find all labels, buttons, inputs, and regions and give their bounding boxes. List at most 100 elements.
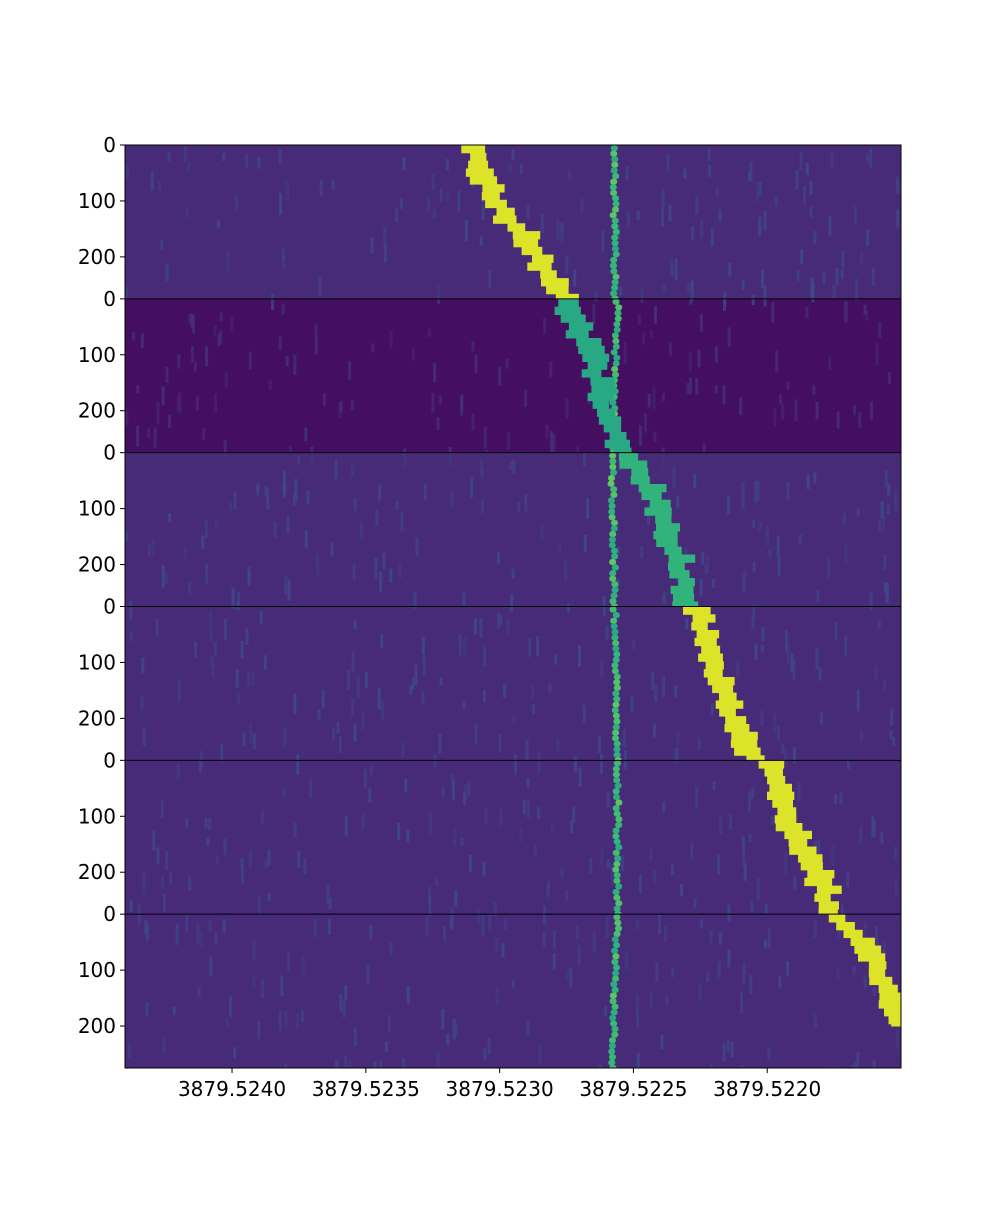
noise-speckle [462,700,466,710]
noise-speckle [217,332,221,346]
drifting-line-segment [469,176,498,185]
drifting-line-segment [884,1008,901,1017]
noise-speckle [156,401,160,424]
noise-speckle [866,229,870,246]
noise-speckle [777,725,780,740]
noise-speckle [344,985,348,1001]
noise-speckle [301,956,305,977]
stationary-line-segment [610,167,618,174]
noise-speckle [894,846,898,862]
drifting-line-segment [701,645,721,654]
noise-speckle [404,778,408,793]
noise-speckle [718,209,722,221]
drifting-line-segment [730,739,758,748]
stationary-line-segment [609,992,617,999]
drifting-line-segment [653,531,678,540]
x-tick-label: 3879.5225 [579,1077,687,1101]
noise-speckle [709,1063,713,1068]
noise-speckle [125,532,129,542]
noise-speckle [796,270,800,281]
noise-speckle [554,654,558,665]
drifting-line-segment [891,1023,901,1027]
noise-speckle [736,660,740,678]
noise-speckle [786,643,790,664]
stationary-line-segment [613,321,621,328]
noise-speckle [450,773,454,782]
noise-speckle [331,179,335,191]
noise-speckle [462,592,466,607]
noise-speckle [872,987,876,997]
noise-speckle [726,495,730,515]
noise-speckle [219,312,223,322]
stationary-line-segment [613,914,621,921]
noise-speckle [458,634,462,656]
drifting-line-segment [715,700,744,709]
noise-speckle [216,855,219,865]
noise-speckle [468,855,472,872]
noise-speckle [503,683,507,699]
stationary-line-segment [612,889,620,896]
noise-speckle [199,931,203,947]
drifting-line-segment [719,692,737,701]
noise-speckle [214,518,218,528]
noise-speckle [616,545,620,555]
noise-speckle [748,833,752,843]
noise-speckle [483,426,487,449]
noise-speckle [653,869,657,884]
noise-speckle [412,677,415,689]
noise-speckle [865,310,869,321]
noise-speckle [498,366,502,386]
noise-speckle [240,858,244,869]
drifting-line-segment [592,400,609,409]
noise-speckle [198,760,202,773]
noise-speckle [592,304,596,325]
noise-speckle [278,149,282,165]
noise-speckle [545,424,549,439]
noise-speckle [540,213,544,234]
noise-speckle [306,490,310,505]
noise-speckle [284,575,288,595]
noise-speckle [282,470,286,492]
drifting-line-segment [513,239,539,248]
noise-speckle [605,625,609,640]
stationary-line-segment [610,145,618,152]
noise-speckle [304,427,308,442]
noise-speckle [699,918,703,929]
noise-speckle [885,582,889,603]
noise-speckle [611,868,615,887]
noise-speckle [727,904,731,922]
noise-speckle [237,694,241,704]
drifting-line-segment [854,945,882,954]
noise-speckle [350,400,354,410]
noise-speckle [209,630,213,641]
noise-speckle [454,890,458,907]
stationary-line-segment [613,930,621,937]
noise-speckle [495,937,499,952]
stationary-line-segment [612,251,620,258]
noise-speckle [651,672,655,691]
noise-speckle [374,557,378,579]
noise-speckle [550,823,554,832]
stationary-line-segment [611,234,619,241]
noise-speckle [594,290,598,302]
noise-speckle [752,604,756,622]
noise-speckle [714,346,718,363]
noise-speckle [519,163,523,175]
noise-speckle [383,226,387,244]
noise-speckle [248,351,252,370]
stationary-line-segment [610,617,618,624]
noise-speckle [136,385,140,393]
noise-speckle [195,396,199,411]
y-tick-label: 0 [103,595,116,619]
noise-speckle [888,372,891,385]
noise-speckle [761,626,765,642]
noise-speckle [125,286,128,299]
noise-speckle [247,570,251,586]
noise-speckle [578,767,582,788]
stationary-line-segment [611,581,619,588]
noise-speckle [719,816,723,835]
noise-speckle [683,168,687,179]
noise-speckle [758,216,762,236]
drifting-line-segment [668,562,685,571]
noise-speckle [663,591,666,604]
